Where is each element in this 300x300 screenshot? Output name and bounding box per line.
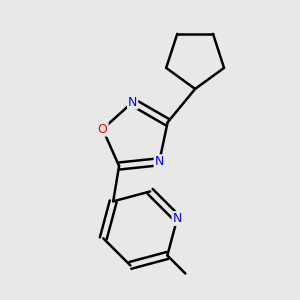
Text: N: N — [154, 155, 164, 168]
Text: N: N — [172, 212, 182, 225]
Text: N: N — [128, 96, 137, 109]
Text: O: O — [98, 123, 108, 136]
